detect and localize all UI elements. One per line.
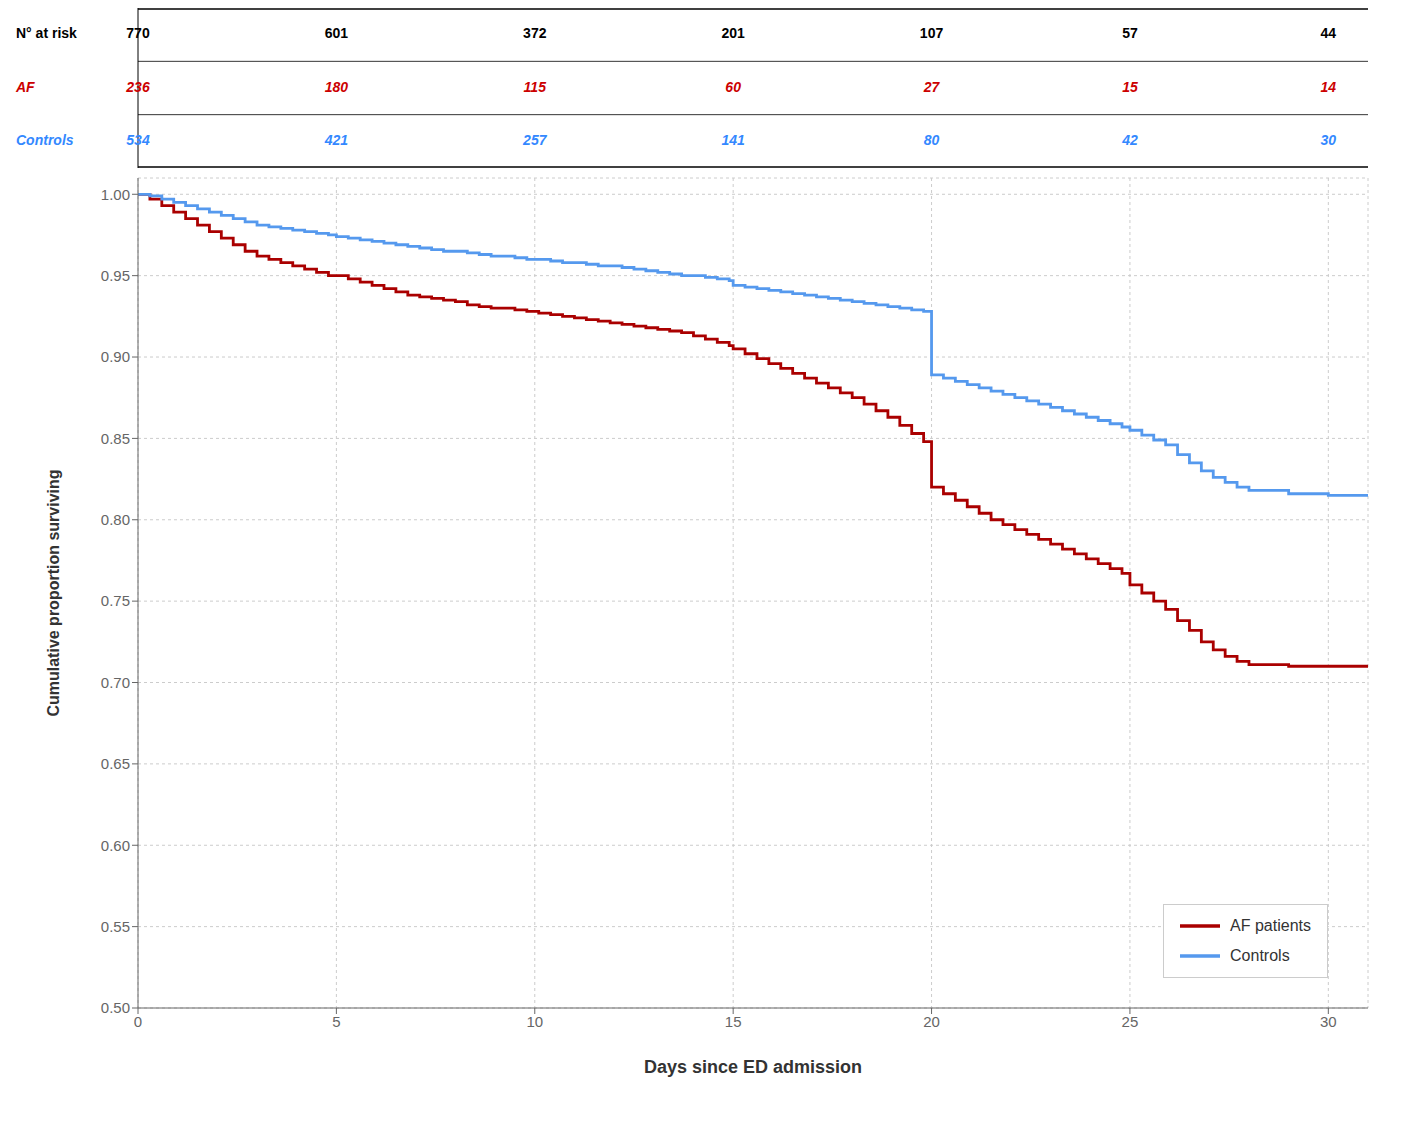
svg-text:770: 770 — [126, 25, 150, 41]
svg-text:Cumulative proportion survivin: Cumulative proportion surviving — [45, 469, 62, 716]
svg-text:257: 257 — [522, 132, 548, 148]
html-text:Controls: Controls — [1230, 947, 1290, 964]
svg-text:107: 107 — [920, 25, 944, 41]
svg-text:AF: AF — [15, 79, 35, 95]
svg-text:27: 27 — [923, 79, 941, 95]
svg-text:115: 115 — [524, 79, 547, 95]
svg-text:236: 236 — [125, 79, 150, 95]
svg-text:20: 20 — [923, 1013, 940, 1030]
svg-text:Controls: Controls — [16, 132, 74, 148]
svg-text:80: 80 — [924, 132, 940, 148]
svg-text:5: 5 — [332, 1013, 340, 1030]
svg-text:0.85: 0.85 — [101, 430, 130, 447]
svg-text:534: 534 — [126, 132, 150, 148]
svg-text:15: 15 — [1122, 79, 1138, 95]
svg-text:141: 141 — [721, 132, 745, 148]
html-text:AF patients: AF patients — [1230, 917, 1311, 934]
svg-text:60: 60 — [725, 79, 741, 95]
svg-text:30: 30 — [1321, 132, 1337, 148]
svg-text:57: 57 — [1122, 25, 1138, 41]
svg-text:1.00: 1.00 — [101, 186, 130, 203]
svg-text:601: 601 — [325, 25, 349, 41]
svg-text:25: 25 — [1122, 1013, 1139, 1030]
svg-text:0.90: 0.90 — [101, 348, 130, 365]
svg-text:0.80: 0.80 — [101, 511, 130, 528]
svg-text:201: 201 — [721, 25, 745, 41]
svg-text:0.95: 0.95 — [101, 267, 130, 284]
svg-text:10: 10 — [526, 1013, 543, 1030]
svg-text:Days since ED admission: Days since ED admission — [644, 1057, 862, 1077]
svg-text:0.75: 0.75 — [101, 592, 130, 609]
svg-text:14: 14 — [1321, 79, 1337, 95]
svg-text:372: 372 — [523, 25, 547, 41]
svg-text:44: 44 — [1321, 25, 1337, 41]
svg-text:0.55: 0.55 — [101, 918, 130, 935]
svg-text:421: 421 — [324, 132, 349, 148]
svg-text:0: 0 — [134, 1013, 142, 1030]
svg-text:0.70: 0.70 — [101, 674, 130, 691]
svg-text:30: 30 — [1320, 1013, 1337, 1030]
svg-text:0.50: 0.50 — [101, 999, 130, 1016]
svg-text:0.65: 0.65 — [101, 755, 130, 772]
svg-text:15: 15 — [725, 1013, 742, 1030]
svg-text:180: 180 — [325, 79, 349, 95]
svg-text:42: 42 — [1121, 132, 1138, 148]
svg-text:N° at risk: N° at risk — [16, 25, 77, 41]
svg-text:0.60: 0.60 — [101, 837, 130, 854]
